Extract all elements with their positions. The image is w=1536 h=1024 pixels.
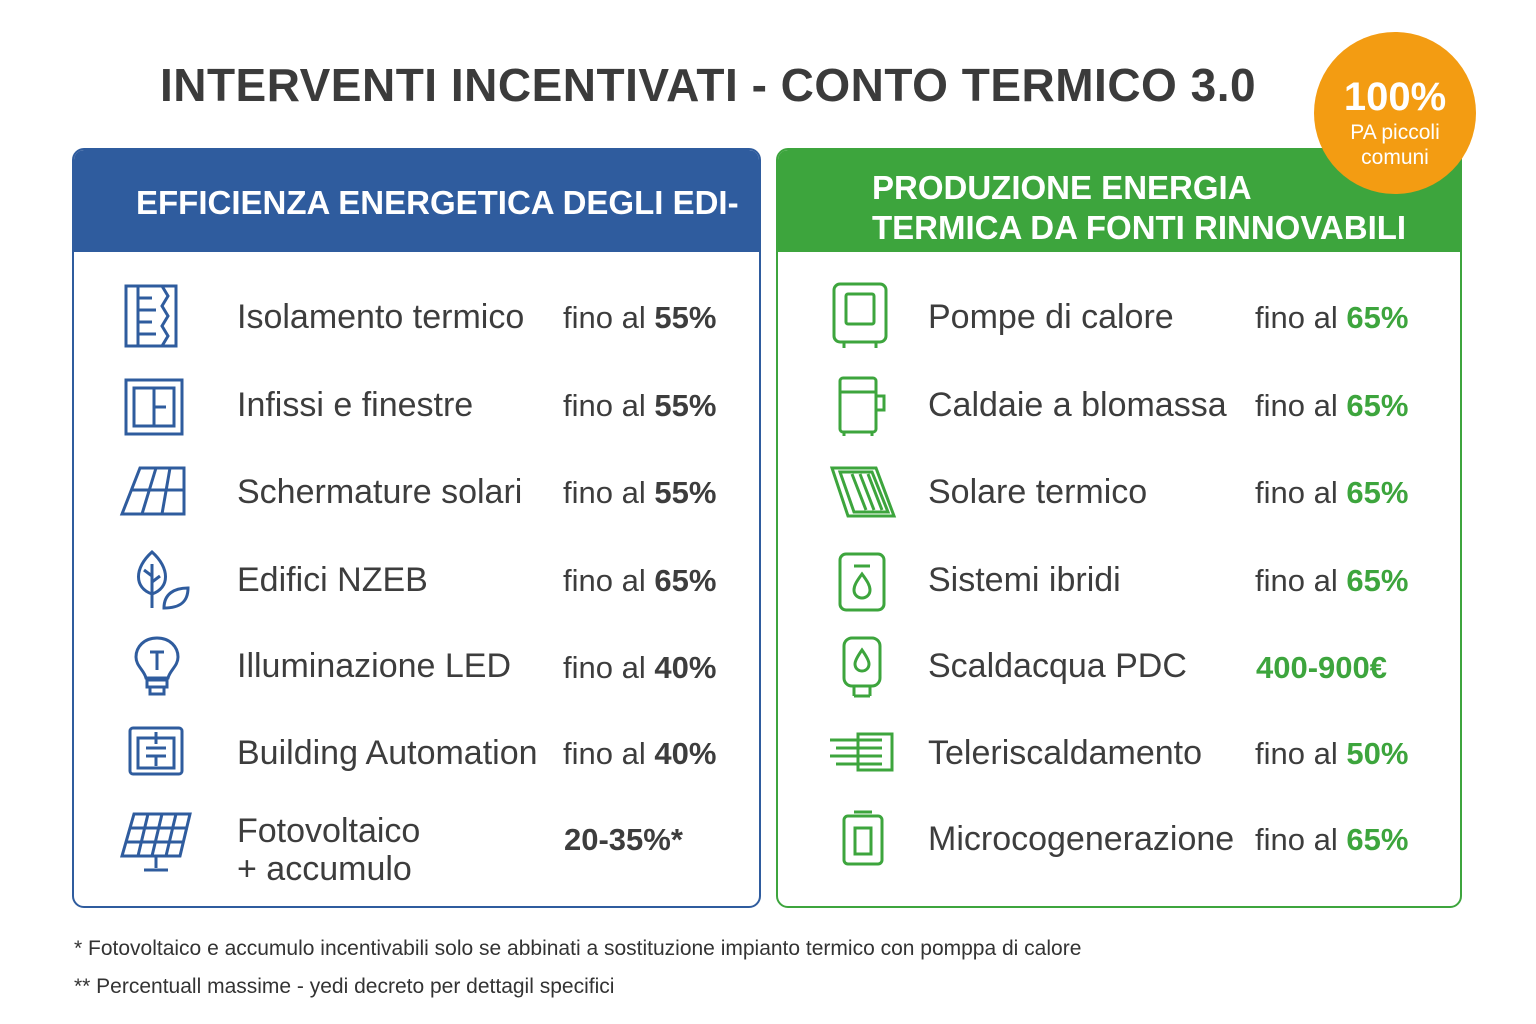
item-percentage: fino al 65%: [1255, 300, 1409, 335]
footnote: * Fotovoltaico e accumulo incentivabili …: [74, 937, 1082, 960]
item-percentage: fino al 65%: [1255, 475, 1409, 510]
renewables-panel: PRODUZIONE ENERGIA TERMICA DA FONTI RINNO…: [776, 148, 1462, 908]
item-label: Illuminazione LED: [237, 647, 512, 685]
item-label: Edifici NZEB: [237, 561, 428, 599]
percentage-badge: 100% PA piccoli comuni: [1314, 32, 1476, 194]
item-percentage: fino al 65%: [563, 563, 717, 598]
item-percentage: fino al 65%: [1255, 388, 1409, 423]
water-heater-icon: [842, 636, 882, 698]
item-percentage: fino al 55%: [563, 300, 717, 335]
efficiency-panel-header: EFFICIENZA ENERGETICA DEGLI EDI-: [74, 150, 759, 252]
item-label: Infissi e finestre: [237, 386, 474, 424]
control-panel-icon: [128, 726, 184, 776]
item-label: Scaldacqua PDC: [928, 647, 1187, 685]
item-percentage: fino al 55%: [563, 475, 717, 510]
item-percentage: fino al 50%: [1255, 736, 1409, 771]
hybrid-system-icon: [838, 552, 886, 612]
item-percentage: fino al 65%: [1255, 563, 1409, 598]
wall-insulation-icon: [124, 284, 178, 348]
solar-panel-icon: [120, 812, 192, 872]
item-label: Fotovoltaico + accumulo: [237, 812, 421, 888]
item-label: Building Automation: [237, 734, 538, 772]
item-percentage: fino al 55%: [563, 388, 717, 423]
badge-text: PA piccoli comuni: [1350, 121, 1440, 169]
item-label: Isolamento termico: [237, 298, 525, 336]
light-bulb-icon: [134, 636, 180, 696]
item-percentage: 20-35%*: [564, 822, 683, 857]
item-label: Sistemi ibridi: [928, 561, 1121, 599]
solar-shading-icon: [119, 466, 186, 516]
badge-value: 100%: [1343, 75, 1447, 119]
item-label: Teleriscaldamento: [928, 734, 1203, 772]
window-icon: [124, 378, 184, 436]
item-percentage: fino al 40%: [563, 650, 717, 685]
district-heating-icon: [830, 732, 894, 772]
heat-pump-icon: [832, 282, 888, 348]
item-label: Microcogenerazione: [928, 820, 1235, 858]
item-label: Pompe di calore: [928, 298, 1174, 336]
efficiency-panel: EFFICIENZA ENERGETICA DEGLI EDI- Isolame…: [72, 148, 761, 908]
item-percentage: fino al 65%: [1255, 822, 1409, 857]
cogeneration-icon: [842, 810, 884, 866]
item-percentage: fino al 40%: [563, 736, 717, 771]
item-percentage: 400-900€: [1256, 650, 1388, 685]
page-title: INTERVENTI INCENTIVATI - CONTO TERMICO 3…: [159, 59, 1257, 111]
solar-collector-icon: [829, 466, 897, 518]
item-label: Schermature solari: [237, 473, 523, 511]
item-label: Solare termico: [928, 473, 1148, 511]
boiler-icon: [838, 376, 886, 436]
item-label: Caldaie a blomassa: [928, 386, 1227, 424]
footnote: ** Percentuall massime - yedi decreto pe…: [74, 975, 615, 998]
leaf-icon: [137, 549, 190, 610]
